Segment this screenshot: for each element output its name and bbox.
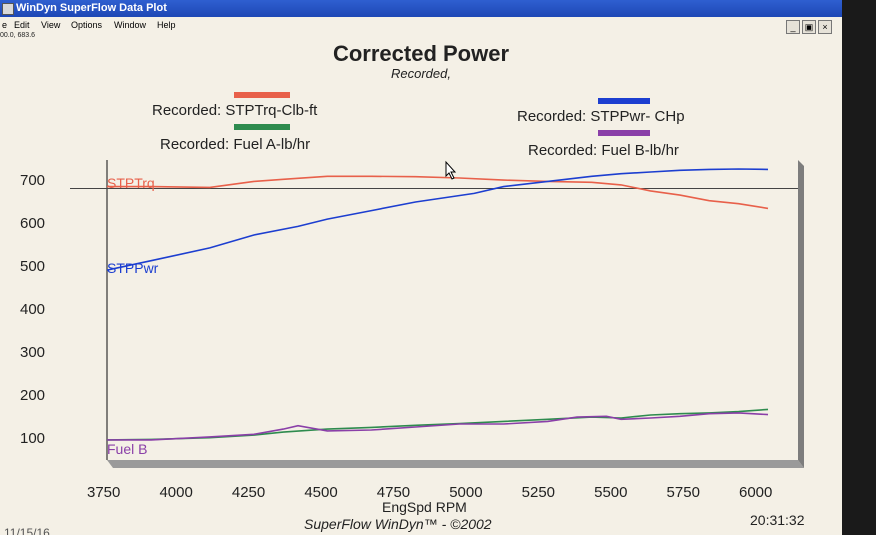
- legend-label-torque: Recorded: STPTrq-Clb-ft: [152, 102, 318, 119]
- x-tick-label: 5000: [449, 484, 483, 501]
- legend-swatch-fuel-b: [598, 130, 650, 136]
- legend-label-power: Recorded: STPPwr- CHp: [517, 108, 685, 125]
- window-controls: _ ▣ ×: [786, 20, 832, 34]
- legend-label-fuel-b: Recorded: Fuel B-lb/hr: [528, 142, 679, 159]
- menu-item-view[interactable]: View: [41, 20, 61, 30]
- plot-area: [70, 160, 804, 468]
- footer-credit: SuperFlow WinDyn™ - ©2002: [304, 516, 492, 532]
- x-tick-label: 5250: [521, 484, 556, 501]
- legend-swatch-torque: [234, 92, 290, 98]
- trace-label-torque: STPTrq: [107, 175, 155, 191]
- plot-window: WinDyn SuperFlow Data Plot e Edit View O…: [0, 0, 842, 535]
- x-tick-label: 3750: [87, 484, 121, 501]
- y-tick-label: 700: [20, 172, 46, 190]
- legend-label-fuel-a: Recorded: Fuel A-lb/hr: [160, 136, 311, 153]
- x-tick-label: 4000: [159, 484, 193, 501]
- menu-item-options[interactable]: Options: [71, 20, 103, 30]
- series-line-1: [106, 168, 769, 271]
- y-tick-label: 500: [20, 258, 46, 276]
- y-tick-label: 100: [20, 429, 46, 447]
- plot-floor: [107, 460, 804, 468]
- x-axis-label: EngSpd RPM: [382, 499, 467, 515]
- title-bar[interactable]: WinDyn SuperFlow Data Plot: [0, 0, 842, 17]
- x-tick-label: 5750: [666, 484, 700, 501]
- x-tick-label: 4500: [304, 484, 338, 501]
- coordinate-readout: 00.0, 683.6: [0, 32, 36, 39]
- trace-label-fuel: Fuel B: [107, 441, 148, 457]
- series-line-2: [106, 408, 769, 441]
- menu-item-edit[interactable]: Edit: [14, 20, 30, 30]
- minimize-button[interactable]: _: [786, 20, 800, 34]
- y-tick-label: 200: [20, 386, 46, 404]
- trace-label-power: STPPwr: [107, 260, 159, 276]
- series-line-0: [107, 175, 769, 210]
- chart-subtitle: Recorded,: [391, 66, 451, 81]
- plot-right-wall: [798, 160, 804, 468]
- legend-swatch-power: [598, 98, 650, 104]
- app-icon: [2, 3, 14, 15]
- x-tick-label: 5500: [594, 484, 628, 501]
- menu-item-window[interactable]: Window: [114, 20, 147, 30]
- window-title: WinDyn SuperFlow Data Plot: [16, 2, 167, 14]
- footer-time: 20:31:32: [750, 512, 805, 528]
- x-tick-label: 6000: [739, 484, 773, 501]
- menu-item-help[interactable]: Help: [157, 20, 176, 30]
- y-tick-label: 600: [20, 215, 46, 233]
- y-tick-label: 400: [20, 301, 46, 318]
- x-tick-label: 4250: [231, 484, 266, 501]
- series-line-3: [107, 412, 769, 441]
- restore-button[interactable]: ▣: [802, 20, 816, 34]
- legend-swatch-fuel-a: [234, 124, 290, 130]
- close-button[interactable]: ×: [818, 20, 832, 34]
- mouse-cursor-icon: [445, 160, 457, 180]
- y-tick-label: 300: [20, 343, 46, 361]
- menu-item-file[interactable]: e: [2, 20, 8, 30]
- footer-date: 11/15/16: [4, 526, 50, 535]
- x-tick-label: 4750: [376, 484, 411, 501]
- chart-title: Corrected Power: [332, 41, 510, 66]
